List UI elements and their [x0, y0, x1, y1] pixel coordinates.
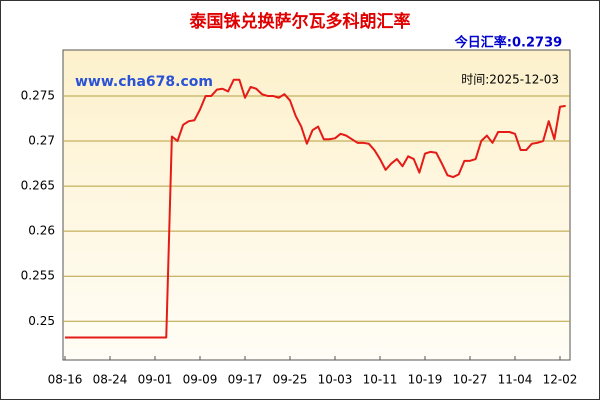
x-tick-label: 12-02: [543, 373, 578, 387]
y-tick-label: 0.275: [21, 88, 55, 102]
rate-line: [65, 78, 566, 339]
y-tick-label: 0.27: [28, 134, 55, 148]
time-text: 时间:2025-12-03: [461, 73, 559, 87]
plot-area: [62, 49, 571, 361]
x-tick-label: 09-17: [228, 373, 263, 387]
x-tick-label: 08-16: [48, 373, 83, 387]
rate-value: 0.2739: [512, 36, 562, 51]
chart-title: 泰国铢兑换萨尔瓦多科朗汇率: [190, 11, 411, 32]
x-tick-label: 11-04: [498, 373, 533, 387]
x-tick-label: 09-01: [138, 373, 173, 387]
y-tick-label: 0.25: [28, 314, 55, 328]
watermark: www.cha678.com: [75, 74, 213, 90]
x-tick-label: 10-27: [453, 373, 488, 387]
y-tick-label: 0.265: [21, 179, 55, 193]
x-tick-label: 09-25: [273, 373, 308, 387]
x-tick-label: 09-09: [183, 373, 218, 387]
y-tick-label: 0.26: [28, 224, 55, 238]
rate-label: 今日汇率:: [454, 35, 512, 51]
x-tick-label: 10-19: [408, 373, 443, 387]
x-tick-label: 08-24: [93, 373, 128, 387]
x-tick-label: 10-11: [363, 373, 398, 387]
y-tick-label: 0.255: [21, 269, 55, 283]
x-tick-label: 10-03: [318, 373, 353, 387]
